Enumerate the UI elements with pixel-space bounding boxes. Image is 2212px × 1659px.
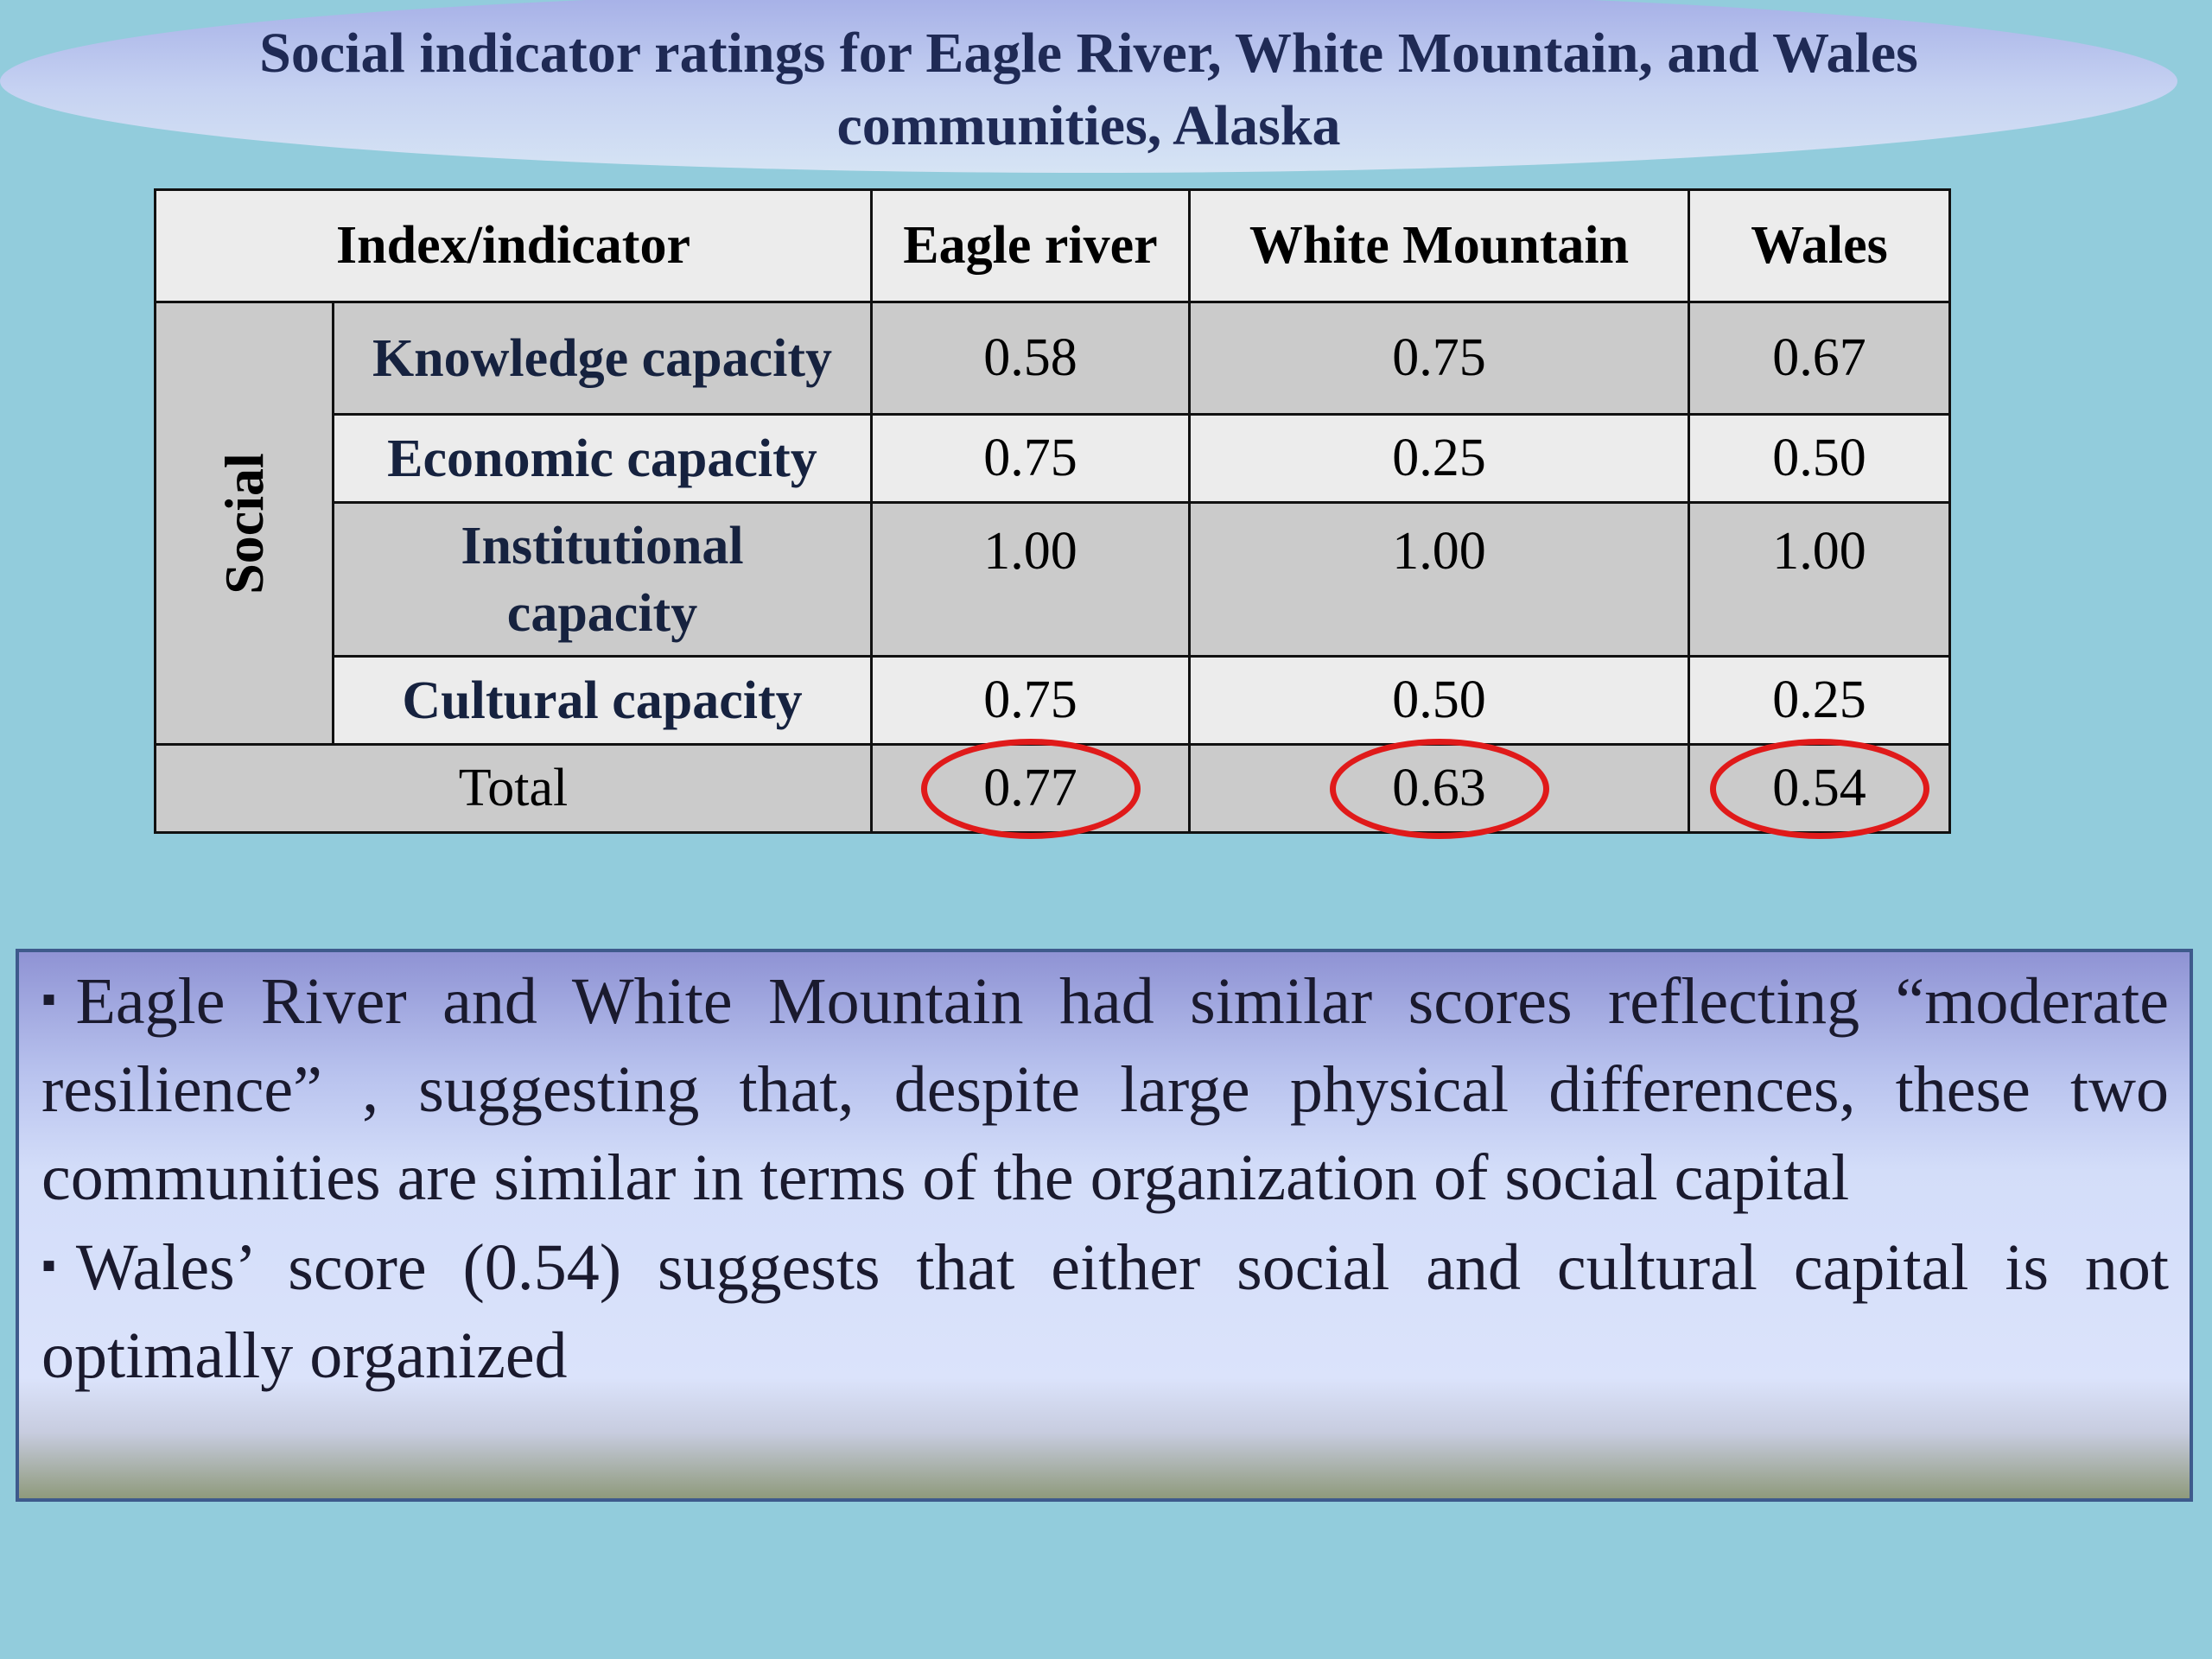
title-banner [0,0,2177,173]
total-row: Total 0.77 0.63 0.54 [154,738,1951,839]
highlighted-total: 0.54 [1709,738,1929,839]
table-header-row: Index/indicator Eagle river White Mounta… [154,188,1951,303]
row-label: Knowledge capacity [332,301,873,416]
header-eagle-river: Eagle river [870,188,1191,303]
table-cell: 1.00 [1688,501,1951,658]
table-row: Social Knowledge capacity 0.58 0.75 0.67 [154,301,1951,746]
red-circle-highlight [1709,738,1929,839]
table-cell: 0.67 [1688,301,1951,416]
total-cell: 0.54 [1688,738,1951,839]
table-cell: 0.25 [1188,413,1690,504]
total-cell: 0.77 [870,738,1191,839]
table-cell: 0.50 [1688,413,1951,504]
row-label: Cultural capacity [332,655,873,746]
total-cell: 0.63 [1188,738,1690,839]
table-cell: 0.75 [1188,301,1690,416]
square-bullet-icon: ▪ [41,1243,76,1288]
square-bullet-icon: ▪ [41,976,76,1022]
note-bullet: ▪Eagle River and White Mountain had simi… [41,956,2169,1222]
total-label: Total [154,743,873,834]
table-cell: 0.75 [870,413,1191,504]
row-label: Economic capacity [332,413,873,504]
social-group-cell: Social [154,301,334,746]
header-index-indicator: Index/indicator [154,188,873,303]
table-row: Institutional capacity 1.00 1.00 1.00 [155,501,1951,658]
note-bullet: ▪Wales’ score (0.54) suggests that eithe… [41,1222,2169,1400]
table-cell: 0.58 [870,301,1191,416]
notes-box: ▪Eagle River and White Mountain had simi… [16,949,2193,1502]
ratings-table: Index/indicator Eagle river White Mounta… [154,188,1951,839]
table-cell: 1.00 [1188,501,1690,658]
social-group-label: Social [213,452,275,594]
red-circle-highlight [920,738,1141,839]
table-row: Cultural capacity 0.75 0.50 0.25 [155,655,1951,746]
header-wales: Wales [1688,188,1951,303]
table-cell: 0.25 [1688,655,1951,746]
table-cell: 0.75 [870,655,1191,746]
highlighted-total: 0.63 [1329,738,1549,839]
table-cell: 0.50 [1188,655,1690,746]
highlighted-total: 0.77 [920,738,1141,839]
header-white-mountain: White Mountain [1188,188,1690,303]
row-label: Institutional capacity [332,501,873,658]
slide-title: Social indicator ratings for Eagle River… [259,22,1918,157]
note-text: Wales’ score (0.54) suggests that either… [41,1231,2170,1392]
table-cell: 1.00 [870,501,1191,658]
table-row: Economic capacity 0.75 0.25 0.50 [155,413,1951,504]
red-circle-highlight [1329,738,1549,839]
note-text: Eagle River and White Mountain had simil… [41,965,2170,1214]
